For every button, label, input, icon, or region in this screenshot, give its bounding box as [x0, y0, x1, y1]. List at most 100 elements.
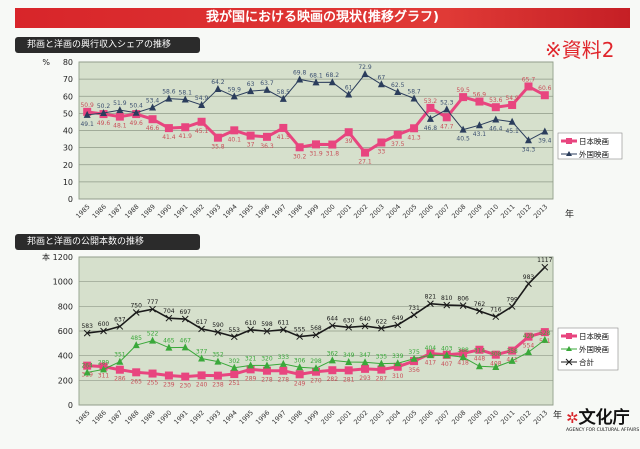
data-point: [345, 357, 353, 365]
data-label: 56.9: [473, 92, 487, 99]
data-label: 40.5: [456, 136, 470, 143]
y-axis-unit: 本: [42, 252, 50, 262]
data-label: 358: [506, 348, 518, 355]
data-point: [491, 103, 500, 112]
data-point: [410, 94, 418, 102]
data-point: [247, 361, 255, 369]
x-tick-label: 2003: [368, 409, 385, 426]
data-label: 51.9: [113, 100, 127, 107]
data-label: 289: [245, 375, 257, 382]
data-label: 697: [180, 309, 192, 316]
data-point: [524, 136, 532, 144]
data-label: 598: [261, 321, 273, 328]
data-label: 335: [376, 354, 388, 361]
data-label: 310: [392, 373, 404, 380]
data-label: 230: [180, 383, 192, 390]
data-point: [263, 327, 271, 335]
data-point: [214, 357, 222, 365]
data-point: [115, 365, 124, 374]
data-label: 49.6: [97, 120, 111, 127]
data-point: [214, 85, 222, 93]
data-label: 417: [425, 360, 437, 367]
y-tick-label: 800: [58, 302, 73, 311]
x-tick-label: 2008: [450, 409, 467, 426]
data-label: 265: [130, 378, 142, 385]
x-tick-label: 2012: [516, 203, 533, 220]
data-point: [426, 351, 434, 359]
data-point: [100, 109, 108, 117]
data-point: [149, 103, 157, 111]
y-tick-label: 1200: [53, 253, 73, 262]
data-point: [181, 315, 189, 323]
data-label: 264: [81, 362, 93, 369]
data-label: 239: [163, 382, 175, 389]
data-point: [361, 70, 369, 78]
data-point: [213, 371, 222, 380]
data-label: 806: [457, 296, 469, 303]
data-point: [262, 132, 271, 141]
data-label: 41.9: [179, 133, 193, 140]
data-label: 69.8: [293, 69, 307, 76]
data-label: 321: [245, 355, 257, 362]
x-tick-label: 1992: [189, 409, 206, 426]
data-label: 47.7: [440, 123, 454, 130]
data-point: [426, 114, 434, 122]
data-label: 50.4: [130, 103, 144, 110]
data-label: 40.1: [228, 136, 242, 143]
x-tick-label: 2009: [467, 409, 484, 426]
data-point: [181, 343, 189, 351]
data-label: 58.5: [277, 89, 291, 96]
legend-label: 日本映画: [579, 136, 609, 146]
x-tick-label: 1992: [189, 203, 206, 220]
legend-marker: [566, 151, 572, 156]
data-label: 821: [425, 294, 437, 301]
data-point: [361, 358, 369, 366]
data-point: [312, 78, 320, 86]
data-point: [378, 324, 385, 332]
x-tick-label: 2010: [483, 203, 500, 220]
data-point: [279, 123, 288, 132]
data-label: 640: [359, 316, 371, 323]
agency-logo: ✲文化庁 AGENCY FOR CULTURAL AFFAIRS: [566, 403, 639, 433]
data-point: [165, 343, 173, 351]
data-point: [279, 326, 287, 333]
data-label: 448: [474, 356, 486, 363]
x-tick-label: 2002: [352, 203, 369, 220]
data-label: 72.9: [358, 64, 372, 71]
y-tick-label: 30: [63, 144, 73, 153]
data-point: [312, 140, 320, 149]
data-point: [328, 356, 336, 364]
logo-mark-icon: ✲: [566, 409, 579, 427]
data-label: 799: [506, 296, 518, 303]
data-point: [296, 333, 304, 340]
data-label: 485: [130, 335, 142, 342]
data-label: 61: [345, 85, 353, 92]
data-point: [410, 311, 418, 319]
y-axis-unit: %: [42, 58, 50, 67]
data-point: [296, 75, 304, 83]
data-label: 590: [212, 322, 224, 329]
data-label: 54.9: [195, 95, 209, 102]
data-label: 34.3: [522, 146, 536, 153]
data-point: [475, 362, 483, 370]
data-point: [540, 328, 549, 337]
x-tick-label: 2013: [532, 409, 549, 426]
data-label: 583: [81, 323, 93, 330]
data-label: 306: [294, 357, 306, 364]
data-label: 30.2: [293, 153, 307, 160]
data-label: 298: [310, 358, 322, 365]
data-label: 53.6: [489, 97, 503, 104]
data-label: 777: [147, 299, 159, 306]
x-tick-label: 1985: [74, 409, 91, 426]
data-label: 270: [310, 378, 322, 385]
data-label: 286: [114, 376, 126, 383]
data-label: 53.4: [146, 98, 160, 105]
data-label: 617: [196, 319, 208, 326]
x-tick-label: 1993: [205, 203, 222, 220]
data-point: [541, 335, 549, 343]
data-label: 240: [196, 381, 208, 388]
chart-2: 020040060080010001200本198519861987198819…: [42, 252, 619, 426]
x-tick-label: 2002: [352, 409, 369, 426]
x-tick-label: 2007: [434, 203, 451, 220]
